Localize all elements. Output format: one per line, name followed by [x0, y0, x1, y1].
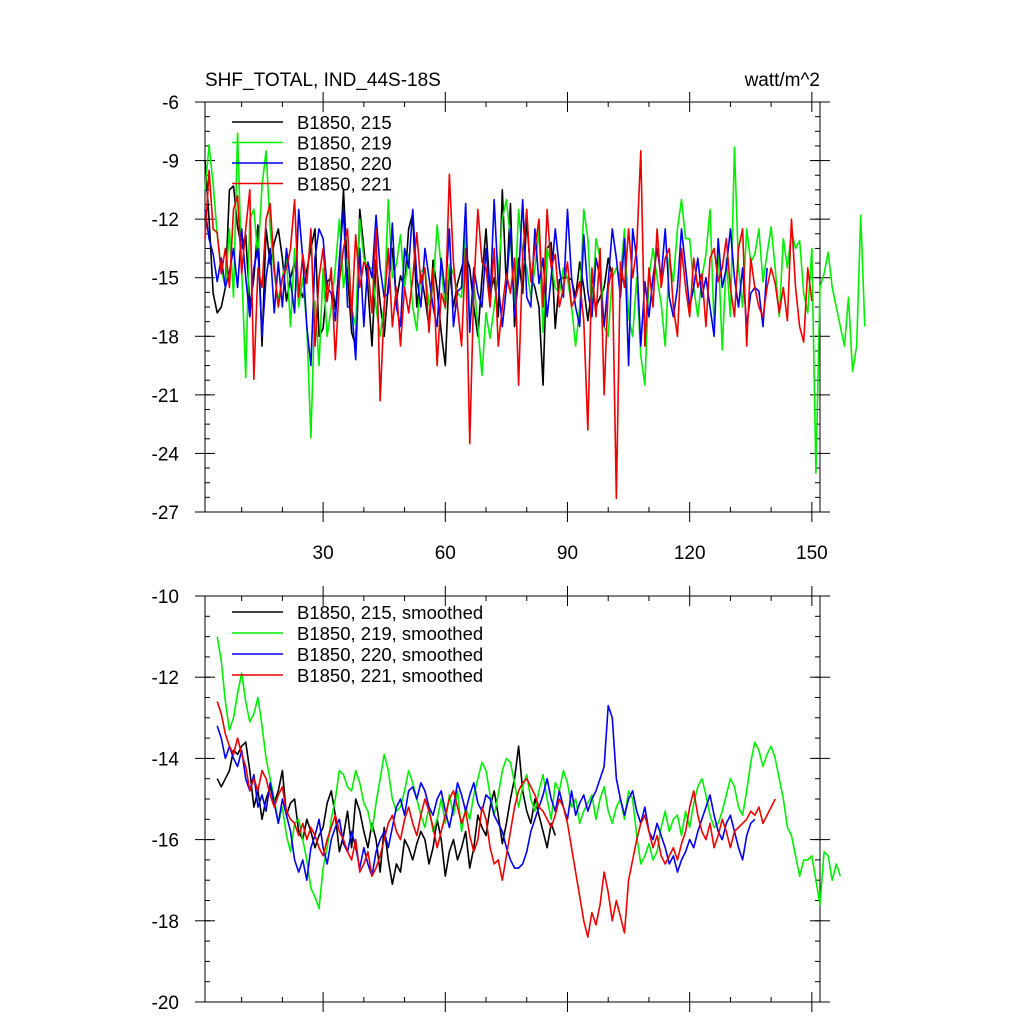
y-tick-label: -27: [152, 503, 179, 524]
chart-title: SHF_TOTAL, IND_44S-18S: [205, 70, 441, 91]
legend-label: B1850, 215: [297, 112, 392, 133]
y-tick-label: -24: [152, 444, 180, 465]
y-tick-label: -18: [152, 912, 179, 933]
legend-label: B1850, 219, smoothed: [297, 623, 483, 644]
y-tick-label: -15: [152, 269, 179, 290]
legend-label: B1850, 221: [297, 174, 392, 195]
y-tick-label: -16: [152, 831, 179, 852]
x-tick-label: 60: [435, 543, 456, 564]
y-tick-label: -18: [152, 327, 179, 348]
y-tick-label: -14: [152, 749, 180, 770]
series-line-b1850-220: [204, 198, 768, 367]
series-line-b1850-219-smoothed: [216, 636, 842, 910]
legend-label: B1850, 221, smoothed: [297, 665, 483, 686]
x-tick-label: 90: [557, 543, 578, 564]
y-tick-label: -6: [162, 93, 179, 114]
series-line-b1850-221: [204, 150, 813, 500]
y-tick-label: -10: [152, 587, 179, 608]
x-tick-label: 150: [796, 543, 828, 564]
y-tick-label: -12: [152, 210, 179, 231]
chart-units: watt/m^2: [744, 70, 820, 91]
legend-label: B1850, 215, smoothed: [297, 602, 483, 623]
x-tick-label: 30: [313, 543, 334, 564]
legend-label: B1850, 220, smoothed: [297, 644, 483, 665]
top-panel: -6 -9 -12 -15 -18 -21 -24 -27 30 60 90 120 150 B1850,…: [152, 92, 866, 564]
series-line-b1850-221-smoothed: [216, 701, 776, 938]
series-line-b1850-220-smoothed: [216, 704, 756, 882]
x-tick-label: 120: [674, 543, 706, 564]
series-line-b1850-219: [204, 132, 866, 474]
y-tick-label: -9: [162, 152, 179, 173]
legend-label: B1850, 219: [297, 133, 392, 154]
y-tick-label: -20: [152, 993, 179, 1014]
y-tick-label: -12: [152, 668, 179, 689]
legend-label: B1850, 220: [297, 153, 392, 174]
y-tick-label: -21: [152, 386, 179, 407]
